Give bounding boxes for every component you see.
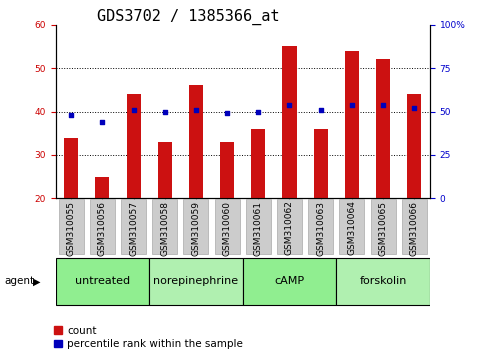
Text: ▶: ▶ [32, 276, 40, 286]
Text: GSM310065: GSM310065 [379, 200, 387, 256]
Text: GSM310059: GSM310059 [191, 200, 200, 256]
Text: GSM310060: GSM310060 [223, 200, 232, 256]
Point [317, 107, 325, 113]
Point [285, 102, 293, 107]
Bar [308, 199, 333, 254]
Bar [64, 137, 78, 198]
Text: GSM310056: GSM310056 [98, 200, 107, 256]
Bar [158, 142, 172, 198]
Text: GSM310066: GSM310066 [410, 200, 419, 256]
Text: norepinephrine: norepinephrine [154, 276, 239, 286]
Point [99, 119, 106, 125]
Bar [345, 51, 359, 198]
Bar [340, 199, 364, 254]
Text: GSM310057: GSM310057 [129, 200, 138, 256]
Bar [246, 199, 271, 254]
Bar [336, 258, 430, 305]
Text: GSM310064: GSM310064 [347, 200, 356, 255]
Bar [220, 142, 234, 198]
Bar [313, 129, 327, 198]
Point [192, 107, 200, 113]
Point [411, 105, 418, 111]
Bar [189, 85, 203, 198]
Point [223, 110, 231, 116]
Bar [277, 199, 302, 254]
Text: untreated: untreated [75, 276, 130, 286]
Bar [251, 129, 265, 198]
Bar [152, 199, 177, 254]
Point [255, 109, 262, 114]
Text: GSM310055: GSM310055 [67, 200, 76, 256]
Text: agent: agent [5, 276, 35, 286]
Point [67, 112, 75, 118]
Bar [283, 46, 297, 198]
Bar [56, 258, 149, 305]
Text: GSM310061: GSM310061 [254, 200, 263, 256]
Text: GSM310062: GSM310062 [285, 200, 294, 255]
Point [379, 102, 387, 107]
Bar [95, 177, 109, 198]
Text: forskolin: forskolin [359, 276, 407, 286]
Point [129, 107, 137, 113]
Point [161, 109, 169, 114]
Bar [90, 199, 115, 254]
Bar [149, 258, 242, 305]
Bar [407, 94, 421, 198]
Text: GSM310063: GSM310063 [316, 200, 325, 256]
Legend: count, percentile rank within the sample: count, percentile rank within the sample [54, 326, 243, 349]
Bar [242, 258, 336, 305]
Bar [58, 199, 84, 254]
Bar [184, 199, 208, 254]
Text: GDS3702 / 1385366_at: GDS3702 / 1385366_at [97, 9, 279, 25]
Bar [214, 199, 240, 254]
Bar [402, 199, 427, 254]
Text: GSM310058: GSM310058 [160, 200, 169, 256]
Bar [376, 59, 390, 198]
Bar [121, 199, 146, 254]
Point [348, 102, 356, 107]
Bar [127, 94, 141, 198]
Text: cAMP: cAMP [274, 276, 305, 286]
Bar [370, 199, 396, 254]
